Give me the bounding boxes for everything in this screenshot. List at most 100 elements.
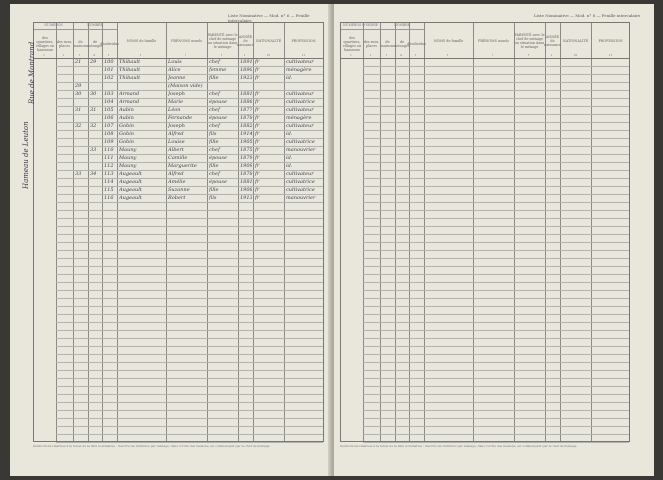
entry-ind: 101 (104, 67, 114, 73)
entry-ind: 106 (104, 115, 114, 121)
column-rule (56, 23, 57, 441)
entry-parente: femme (209, 67, 227, 73)
entry-ind: 112 (104, 163, 114, 169)
ruled-line (56, 442, 323, 443)
ruled-line (363, 442, 629, 443)
column-number: 11 (608, 53, 613, 57)
column-rule (560, 23, 561, 441)
entry-menage: 33 (90, 147, 97, 153)
column-header: NOMS de famille (424, 23, 473, 59)
ruled-line (363, 106, 629, 107)
entry-ind: 107 (104, 123, 114, 129)
entry-parente: fille (209, 75, 219, 81)
ruled-line (56, 298, 323, 299)
entry-nom: Augeault (119, 187, 142, 193)
ruled-line (56, 378, 323, 379)
ruled-line (56, 90, 323, 91)
ruled-line (56, 154, 323, 155)
entry-ind: 108 (104, 131, 114, 137)
entry-parente: chef (209, 107, 220, 113)
ruled-line (56, 314, 323, 315)
entry-nat: fr (255, 131, 260, 137)
ruled-line (56, 202, 323, 203)
column-header: PROFESSION (284, 23, 323, 59)
column-number: 1 (43, 53, 45, 57)
entry-prenom: Jeanne (168, 75, 186, 81)
entry-nom: Armand (119, 99, 140, 105)
column-number: 7 (184, 53, 187, 57)
entry-parente: chef (209, 123, 220, 129)
entry-ind: 105 (104, 107, 114, 113)
entry-prof: cultivateur (286, 171, 314, 177)
entry-prof: cultivateur (286, 91, 314, 97)
entry-nat: fr (255, 139, 260, 145)
entry-prenom: Marguerite (168, 163, 197, 169)
entry-parente: épouse (209, 115, 227, 121)
entry-prenom: Louise (168, 139, 185, 145)
column-header: d'individus (407, 30, 426, 59)
column-header: PRÉNOMS usuels (166, 23, 207, 59)
entry-ind: 113 (104, 171, 114, 177)
column-rule (207, 23, 208, 441)
ruled-line (363, 274, 629, 275)
entry-prenom: Fernande (168, 115, 193, 121)
entry-prof: cultivatrice (286, 139, 315, 145)
ruled-line (56, 386, 323, 387)
entry-prenom: Marie (168, 99, 184, 105)
entry-nom: Thibault (119, 67, 141, 73)
ruled-line (56, 306, 323, 307)
entry-ind: 110 (104, 147, 114, 153)
ruled-line (363, 138, 629, 139)
ruled-line (56, 170, 323, 171)
entry-annee: 1879 (240, 155, 252, 161)
ruled-line (56, 354, 323, 355)
column-rule (409, 23, 410, 441)
ruled-line (363, 386, 629, 387)
ruled-line (363, 194, 629, 195)
ruled-line (56, 210, 323, 211)
entry-prof: cultivateur (286, 59, 314, 65)
ruled-line (363, 234, 629, 235)
entry-prof: cultivateur (286, 123, 314, 129)
column-header: de maisons (380, 30, 395, 59)
column-number: 9 (243, 53, 246, 57)
column-header: des rues, places (56, 30, 73, 59)
entry-ind: 114 (104, 179, 114, 185)
entry-parente: chef (209, 147, 220, 153)
column-rule (117, 23, 118, 441)
ruled-line (363, 338, 629, 339)
ruled-line (363, 394, 629, 395)
entry-nat: fr (255, 91, 260, 97)
column-number: 1 (350, 53, 352, 57)
column-rule (473, 23, 474, 441)
group-header: NOMBRE (380, 23, 424, 30)
entry-nom: Augeault (119, 171, 142, 177)
column-rule (380, 23, 381, 441)
entry-ind: 100 (104, 59, 114, 65)
entry-annee: 1905 (240, 139, 252, 145)
ruled-line (363, 178, 629, 179)
ruled-line (56, 266, 323, 267)
ruled-line (56, 234, 323, 235)
entry-nat: fr (255, 59, 260, 65)
ruled-line (363, 354, 629, 355)
ruled-line (56, 282, 323, 283)
column-rule (395, 23, 396, 441)
entry-nat: fr (255, 147, 260, 153)
ruled-line (56, 226, 323, 227)
ruled-line (56, 162, 323, 163)
column-number: 5 (414, 53, 417, 57)
entry-maison: 30 (75, 91, 82, 97)
column-header: des quartiers, villages ou hameaux (34, 30, 56, 59)
ruled-line (363, 346, 629, 347)
ruled-line (363, 242, 629, 243)
entry-prenom: Joseph (168, 91, 185, 97)
column-header: NOMS de famille (117, 23, 166, 59)
column-header: des rues, places (363, 30, 380, 59)
ruled-line (56, 66, 323, 67)
entry-parente: chef (209, 171, 220, 177)
ruled-line (363, 162, 629, 163)
column-number: 8 (527, 53, 530, 57)
entry-prenom: (Maison vide) (168, 83, 203, 89)
column-number: 4 (400, 53, 402, 57)
